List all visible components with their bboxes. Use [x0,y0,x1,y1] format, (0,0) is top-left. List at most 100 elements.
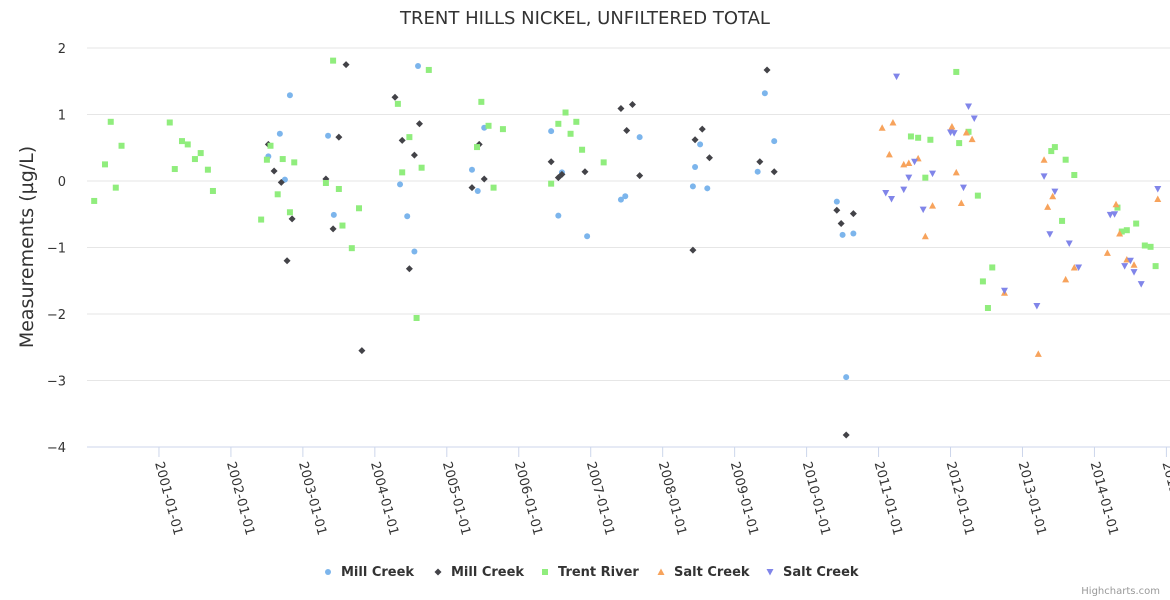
data-point[interactable] [1000,287,1008,295]
data-point[interactable] [953,68,960,75]
data-point[interactable] [1103,249,1111,256]
data-point[interactable] [956,140,963,147]
data-point[interactable] [1154,185,1162,193]
data-point[interactable] [957,199,965,206]
data-point[interactable] [101,161,108,168]
data-point[interactable] [391,93,399,101]
data-point[interactable] [761,90,768,97]
data-point[interactable] [636,134,643,141]
data-point[interactable] [1071,172,1078,179]
data-point[interactable] [1062,156,1069,163]
data-point[interactable] [885,150,893,158]
data-point[interactable] [617,196,624,203]
data-point[interactable] [413,314,420,321]
data-point[interactable] [915,134,922,141]
data-point[interactable] [573,118,580,125]
data-point[interactable] [335,185,342,192]
data-point[interactable] [1051,144,1058,151]
data-point[interactable] [468,166,475,173]
data-point[interactable] [1121,263,1129,270]
data-point[interactable] [950,130,958,137]
data-point[interactable] [833,198,840,205]
data-point[interactable] [878,124,886,131]
data-point[interactable] [623,126,631,134]
data-point[interactable] [263,156,270,163]
data-point[interactable] [1075,264,1083,271]
data-point[interactable] [1147,243,1154,250]
data-point[interactable] [584,233,591,240]
data-point[interactable] [478,98,485,105]
data-point[interactable] [474,187,481,194]
data-point[interactable] [548,180,555,187]
data-point[interactable] [342,61,350,69]
data-point[interactable] [410,151,418,159]
data-point[interactable] [499,126,506,133]
data-point[interactable] [1065,240,1073,248]
credits-link[interactable]: Highcharts.com [1081,586,1160,597]
data-point[interactable] [358,347,366,355]
data-point[interactable] [889,118,897,126]
data-point[interactable] [1126,257,1134,265]
legend-marker[interactable] [434,568,442,576]
data-point[interactable] [771,138,778,145]
data-point[interactable] [1111,211,1119,218]
data-point[interactable] [1106,211,1114,219]
data-point[interactable] [1114,204,1121,211]
data-point[interactable] [406,134,413,141]
data-point[interactable] [1130,261,1138,268]
data-point[interactable] [1044,203,1052,210]
data-point[interactable] [763,66,771,74]
data-point[interactable] [1130,269,1138,276]
data-point[interactable] [490,184,497,191]
data-point[interactable] [277,178,285,186]
data-point[interactable] [1137,281,1145,288]
data-point[interactable] [322,179,329,186]
data-point[interactable] [555,212,562,219]
data-point[interactable] [404,213,411,220]
data-point[interactable] [842,431,850,439]
data-point[interactable] [288,215,296,223]
data-point[interactable] [1062,275,1070,283]
data-point[interactable] [919,206,927,214]
data-point[interactable] [562,109,569,116]
data-point[interactable] [581,168,589,176]
data-point[interactable] [1141,242,1148,249]
data-point[interactable] [397,181,404,188]
data-point[interactable] [548,128,555,135]
data-point[interactable] [979,278,986,285]
legend-marker[interactable] [657,568,665,576]
data-point[interactable] [962,128,970,136]
data-point[interactable] [697,141,704,148]
data-point[interactable] [911,158,919,166]
data-point[interactable] [283,257,291,265]
data-point[interactable] [1152,263,1159,270]
data-point[interactable] [974,192,981,199]
data-point[interactable] [579,146,586,153]
data-point[interactable] [1040,156,1048,163]
data-point[interactable] [968,135,976,143]
data-point[interactable] [927,136,934,143]
data-point[interactable] [921,232,929,240]
data-point[interactable] [989,264,996,271]
legend-item[interactable]: Salt Creek [766,565,859,580]
data-point[interactable] [286,92,293,99]
data-point[interactable] [91,197,98,204]
data-point[interactable] [356,205,363,212]
data-point[interactable] [394,100,401,107]
data-point[interactable] [485,122,492,129]
data-point[interactable] [922,174,929,181]
data-point[interactable] [480,175,488,183]
data-point[interactable] [279,156,286,163]
data-point[interactable] [112,184,119,191]
data-point[interactable] [970,115,978,122]
data-point[interactable] [276,130,283,137]
data-point[interactable] [1046,231,1054,238]
data-point[interactable] [1154,195,1162,202]
data-point[interactable] [1048,148,1055,155]
data-point[interactable] [1112,200,1120,208]
data-point[interactable] [107,118,114,125]
data-point[interactable] [705,154,713,162]
data-point[interactable] [274,191,281,198]
data-point[interactable] [698,125,706,133]
data-point[interactable] [474,144,481,151]
